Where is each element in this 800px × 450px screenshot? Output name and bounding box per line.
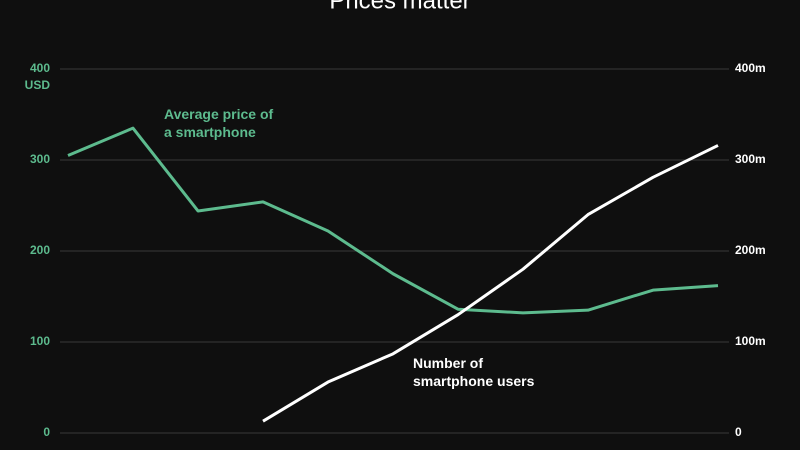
y2-tick-label: 200m (735, 243, 766, 257)
y2-tick-label: 100m (735, 334, 766, 348)
data-line (67, 126, 719, 315)
y2-tick-label: 0 (735, 425, 742, 439)
annotation: a smartphone (164, 124, 256, 140)
y-tick-label: 400 (30, 61, 50, 75)
y2-tick-label: 400m (735, 61, 766, 75)
y-tick-label: 200 (30, 243, 50, 257)
y-tick-label: 0 (43, 425, 50, 439)
y2-tick-label: 300m (735, 152, 766, 166)
annotation: smartphone users (413, 373, 535, 389)
data-line (262, 144, 719, 423)
y-tick-label: 300 (30, 152, 50, 166)
annotation: Average price of (164, 106, 274, 122)
y-tick-label: 100 (30, 334, 50, 348)
chart-title: Prices matter (329, 0, 470, 14)
annotation: Number of (413, 355, 483, 371)
y-unit-label: USD (25, 78, 51, 92)
